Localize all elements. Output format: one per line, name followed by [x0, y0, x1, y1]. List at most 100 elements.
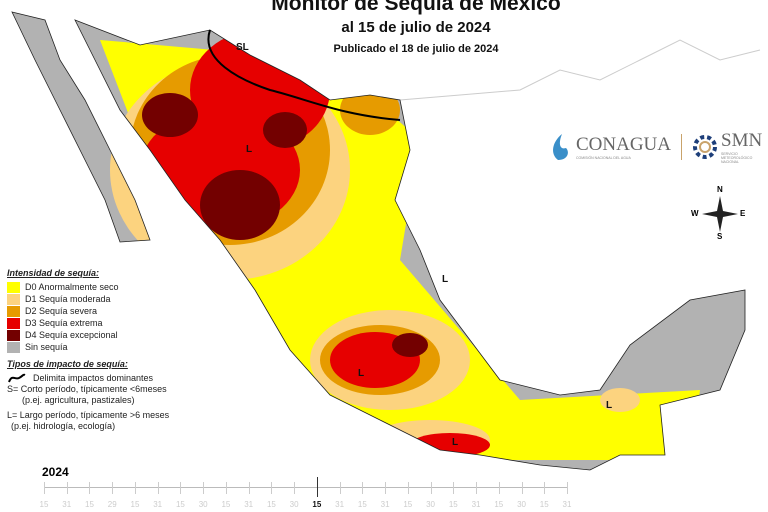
timeline-label: 30	[517, 500, 526, 509]
conagua-logo: CONAGUA	[576, 134, 671, 155]
timeline-tick	[453, 482, 455, 494]
timeline-tick	[134, 482, 136, 494]
land-us-outline	[330, 39, 761, 101]
timeline-tick	[362, 482, 364, 494]
smn-subtitle: SERVICIO METEOROLÓGICO NACIONAL	[721, 152, 753, 164]
timeline-tick	[225, 482, 227, 494]
legend-swatch	[7, 305, 20, 317]
short-term-example: (p.ej. agricultura, pastizales)	[22, 395, 135, 405]
timeline-label: 15	[312, 500, 322, 509]
timeline-label: 31	[471, 500, 481, 509]
legend-intensity-title: Intensidad de sequía:	[7, 268, 100, 278]
impact-line-icon	[8, 373, 26, 383]
timeline-tick	[316, 477, 318, 497]
timeline-tick	[385, 482, 387, 494]
timeline-tick	[567, 482, 568, 494]
legend-label: D4 Sequía excepcional	[25, 330, 118, 340]
long-term-label: L= Largo período, típicamente >6 meses	[7, 410, 170, 420]
map-title: Monitor de Sequía de México	[271, 0, 561, 15]
legend-label: D0 Anormalmente seco	[25, 282, 119, 292]
map-date: al 15 de julio de 2024	[341, 19, 491, 36]
timeline-label: 29	[107, 500, 117, 509]
impact-boundary-line	[207, 29, 401, 121]
timeline-label: 15	[494, 500, 504, 509]
timeline-tick	[430, 482, 432, 494]
timeline-label: 15	[85, 500, 94, 509]
legend-item: D4 Sequía excepcional	[7, 329, 169, 341]
legend-swatch	[7, 329, 20, 341]
timeline-label: 15	[39, 500, 49, 509]
label-l: L	[606, 400, 612, 411]
legend-swatch	[7, 341, 20, 353]
timeline-tick	[271, 482, 273, 494]
timeline-label: 31	[380, 500, 390, 509]
impact-line-label: Delimita impactos dominantes	[33, 373, 154, 383]
timeline-year: 2024	[42, 465, 69, 479]
legend-swatch	[7, 293, 20, 305]
label-l: L	[358, 368, 364, 379]
smn-logo-icon	[693, 135, 717, 159]
compass-e: E	[740, 209, 746, 218]
timeline-label: 15	[266, 500, 276, 509]
legend-item: Sin sequía	[7, 341, 169, 353]
timeline-label: 31	[562, 500, 572, 509]
timeline-label: 31	[62, 500, 72, 509]
compass-rose: N S E W	[691, 185, 746, 241]
timeline-axis	[44, 487, 567, 488]
label-l: L	[246, 144, 252, 155]
legend-item: D2 Sequía severa	[7, 305, 169, 317]
legend-swatch	[7, 317, 20, 329]
timeline-label: 15	[221, 500, 231, 509]
timeline-tick	[339, 482, 341, 494]
timeline-tick	[544, 482, 546, 494]
timeline-label: 30	[289, 500, 299, 509]
conagua-subtitle: COMISIÓN NACIONAL DEL AGUA	[576, 156, 631, 160]
timeline-label: 31	[335, 500, 345, 509]
legend-impact-title: Tipos de impacto de sequía:	[7, 359, 128, 369]
short-term-label: S= Corto período, típicamente <6meses	[7, 384, 167, 394]
publication-date: Publicado el 18 de julio de 2024	[333, 43, 499, 55]
timeline-label: 30	[198, 500, 208, 509]
timeline-label: 15	[130, 500, 140, 509]
timeline-tick	[294, 482, 296, 494]
timeline-tick	[203, 482, 205, 494]
legend-label: D3 Sequía extrema	[25, 318, 103, 328]
timeline-label: 15	[448, 500, 458, 509]
timeline-label: 30	[426, 500, 436, 509]
legend-label: D2 Sequía severa	[25, 306, 98, 316]
timeline-label: 31	[153, 500, 163, 509]
smn-logo: SMN	[721, 130, 763, 151]
timeline-tick	[521, 482, 523, 494]
label-l: L	[442, 274, 448, 285]
timeline-tick	[476, 482, 478, 494]
compass-n: N	[717, 185, 723, 194]
timeline-tick	[66, 482, 68, 494]
logos: CONAGUA COMISIÓN NACIONAL DEL AGUA SMN S…	[548, 130, 762, 164]
compass-star-icon	[702, 196, 738, 232]
timeline-label: 15	[403, 500, 413, 509]
timeline-tick	[157, 482, 159, 494]
timeline-tick	[44, 482, 45, 494]
legend-label: D1 Sequía moderada	[25, 294, 111, 304]
timeline-label: 31	[244, 500, 254, 509]
legend-item: D0 Anormalmente seco	[7, 281, 169, 293]
conagua-logo-icon	[553, 134, 568, 160]
timeline-label: 15	[175, 500, 185, 509]
label-sl: SL	[236, 42, 249, 53]
legend: Intensidad de sequía: D0 Anormalmente se…	[7, 268, 169, 432]
timeline-tick	[112, 482, 114, 494]
timeline-tick	[180, 482, 182, 494]
country-outline	[11, 11, 746, 471]
long-term-example: (p.ej. hidrología, ecología)	[11, 421, 116, 431]
compass-w: W	[691, 209, 699, 218]
legend-label: Sin sequía	[25, 342, 68, 352]
timeline-tick	[498, 482, 500, 494]
timeline-label: 15	[539, 500, 549, 509]
legend-swatch	[7, 281, 20, 293]
compass-s: S	[717, 232, 723, 241]
legend-item: D3 Sequía extrema	[7, 317, 169, 329]
timeline-tick	[89, 482, 91, 494]
